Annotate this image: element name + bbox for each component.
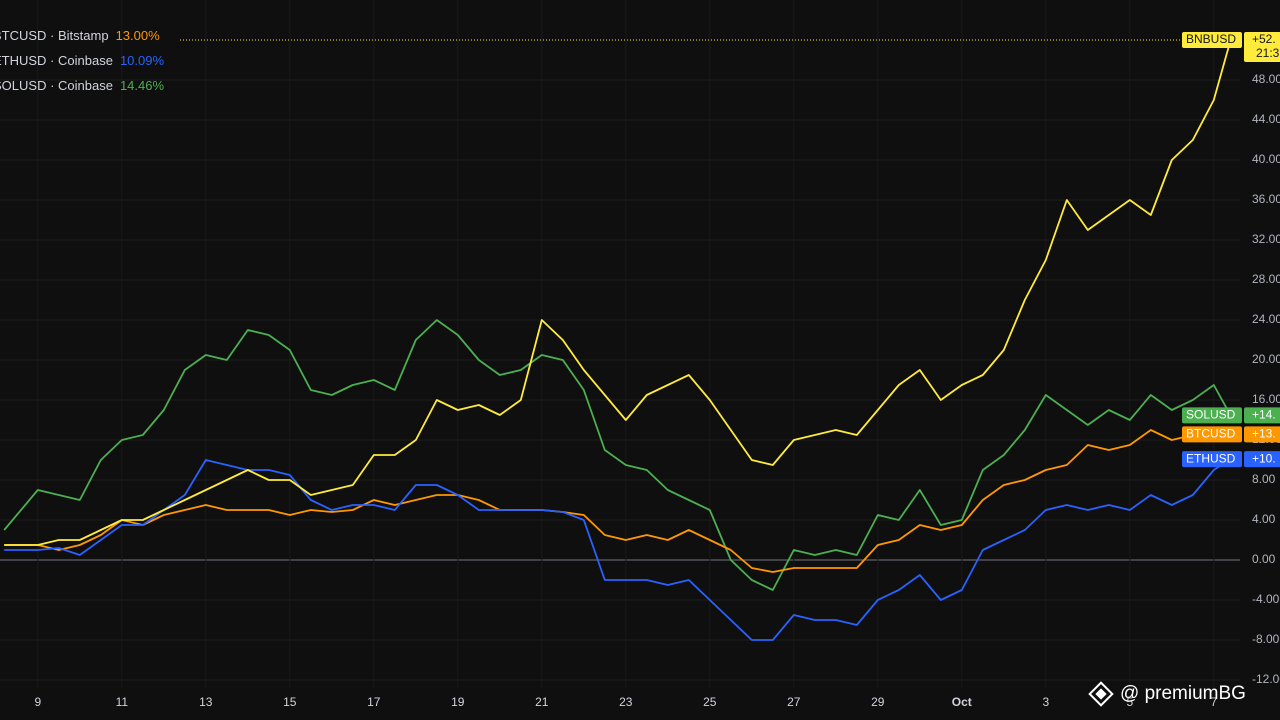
x-tick-label: 11 — [116, 695, 129, 709]
y-tick-label: 24.00 — [1252, 312, 1280, 326]
x-tick-label: 7 — [1210, 695, 1217, 709]
y-tick-label: -4.00 — [1252, 592, 1280, 606]
y-tick-label: 44.00 — [1252, 112, 1280, 126]
y-tick-label: 8.00 — [1252, 472, 1276, 486]
legend-value: 10.09% — [120, 53, 165, 68]
x-tick-label: Oct — [952, 695, 972, 709]
y-tick-label: 20.00 — [1252, 352, 1280, 366]
badge-value-bg — [1244, 32, 1280, 62]
x-tick-label: 17 — [367, 695, 381, 709]
series-line — [3, 319, 1232, 591]
overlay: -12.00-8.00-4.000.004.008.0012.0016.0020… — [0, 28, 1280, 709]
x-tick-label: 27 — [787, 695, 801, 709]
badge-symbol-bg — [1182, 426, 1242, 443]
x-tick-label: 29 — [871, 695, 885, 709]
badge-symbol: BNBUSD — [1186, 32, 1236, 46]
x-tick-label: 15 — [283, 695, 297, 709]
badge-value-bg — [1244, 451, 1280, 468]
y-tick-label: 48.00 — [1252, 72, 1280, 86]
x-tick-label: 23 — [619, 695, 633, 709]
y-tick-label: -12.00 — [1252, 672, 1280, 686]
badge-symbol: ETHUSD — [1186, 451, 1236, 465]
series-line — [4, 458, 1232, 641]
y-tick-label: -8.00 — [1252, 632, 1280, 646]
badge-value-bg — [1244, 426, 1280, 443]
series-line — [4, 39, 1232, 546]
watermark: @ premiumBG — [1088, 681, 1246, 707]
badge-value-bg — [1244, 407, 1280, 424]
x-tick-label: 21 — [535, 695, 549, 709]
y-tick-label: 36.00 — [1252, 192, 1280, 206]
y-tick-label: 32.00 — [1252, 232, 1280, 246]
watermark-icon — [1088, 681, 1114, 707]
legend-value: 14.46% — [120, 78, 165, 93]
x-tick-label: 3 — [1042, 695, 1049, 709]
badge-value: +14. — [1252, 408, 1276, 422]
x-tick-label: 19 — [451, 695, 465, 709]
watermark-text: @ premiumBG — [1120, 683, 1246, 704]
y-tick-label: 4.00 — [1252, 512, 1276, 526]
y-tick-label: 0.00 — [1252, 552, 1276, 566]
y-tick-label: 16.00 — [1252, 392, 1280, 406]
y-tick-label: 28.00 — [1252, 272, 1280, 286]
legend-entry: SOLUSD · Coinbase 14.46% — [0, 78, 164, 93]
badge-value: +52. — [1252, 32, 1276, 46]
badge-time: 21:3 — [1256, 46, 1280, 60]
x-tick-label: 13 — [199, 695, 213, 709]
badge-symbol-bg — [1182, 32, 1242, 48]
y-tick-label: 40.00 — [1252, 152, 1280, 166]
badge-value: +10. — [1252, 451, 1276, 465]
grid — [0, 0, 1240, 688]
badge-symbol-bg — [1182, 451, 1242, 468]
x-tick-label: 5 — [1126, 695, 1133, 709]
plot — [3, 39, 1232, 641]
x-tick-label: 9 — [34, 695, 41, 709]
legend-name: SOLUSD · Coinbase — [0, 78, 113, 93]
legend-value: 13.00% — [116, 28, 161, 43]
badge-symbol: SOLUSD — [1186, 408, 1236, 422]
legend-name: BTCUSD · Bitstamp — [0, 28, 109, 43]
legend-name: ETHUSD · Coinbase — [0, 53, 113, 68]
badge-symbol: BTCUSD — [1186, 427, 1236, 441]
x-tick-label: 25 — [703, 695, 717, 709]
badge-value: +13. — [1252, 427, 1276, 441]
legend-entry: BTCUSD · Bitstamp 13.00% — [0, 28, 160, 43]
legend-entry: ETHUSD · Coinbase 10.09% — [0, 53, 164, 68]
badge-symbol-bg — [1182, 407, 1242, 424]
series-line — [4, 429, 1231, 573]
